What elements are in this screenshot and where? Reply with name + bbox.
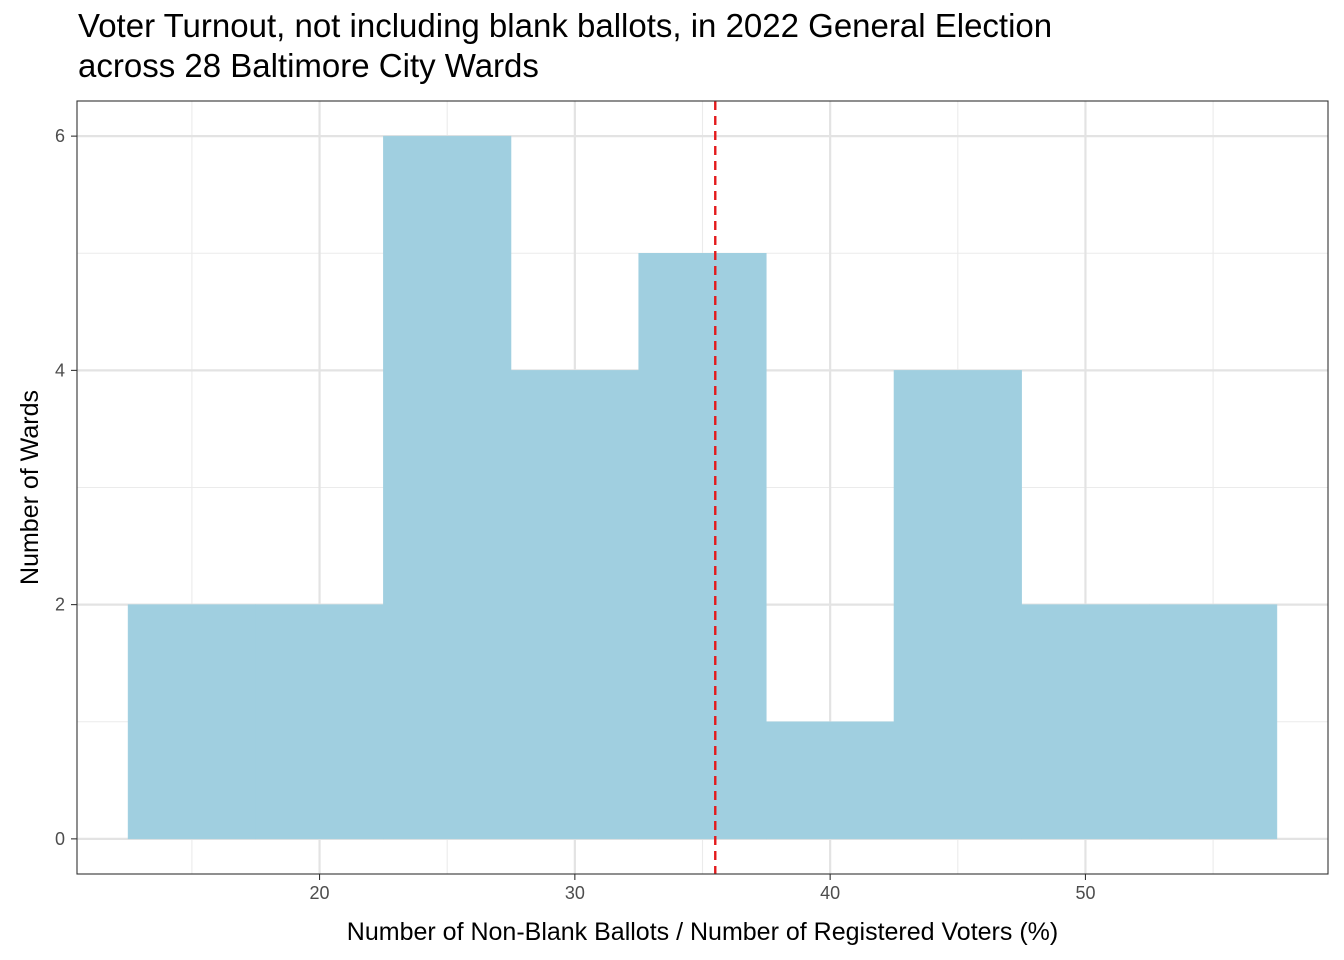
plot-panel-border <box>76 100 1329 875</box>
x-axis-title: Number of Non-Blank Ballots / Number of … <box>347 918 1058 946</box>
histogram-bar <box>1021 604 1150 840</box>
histogram-bar <box>766 721 895 840</box>
histogram-bars <box>127 135 1278 840</box>
y-tick-label: 2 <box>55 595 65 615</box>
y-axis-ticks: 0 2 4 6 <box>55 126 77 849</box>
histogram-bar <box>1149 604 1278 840</box>
x-axis-ticks: 20 30 40 50 <box>310 874 1095 903</box>
x-tick-label: 40 <box>820 883 840 903</box>
chart-title-line-1: Voter Turnout, not including blank ballo… <box>78 7 1053 44</box>
y-axis-title: Number of Wards <box>16 390 44 585</box>
y-tick-label: 0 <box>55 829 65 849</box>
histogram-bar <box>255 604 384 840</box>
histogram-bar <box>383 135 512 840</box>
x-tick-label: 30 <box>565 883 585 903</box>
chart-title: Voter Turnout, not including blank ballo… <box>78 6 1052 86</box>
y-tick-label: 4 <box>55 360 65 380</box>
x-tick-label: 50 <box>1075 883 1095 903</box>
chart-title-line-2: across 28 Baltimore City Wards <box>78 47 539 84</box>
histogram-bar <box>127 604 256 840</box>
x-tick-label: 20 <box>310 883 330 903</box>
histogram-bar <box>638 253 767 840</box>
histogram-bar <box>893 370 1022 840</box>
y-tick-label: 6 <box>55 126 65 146</box>
histogram-bar <box>510 370 639 840</box>
